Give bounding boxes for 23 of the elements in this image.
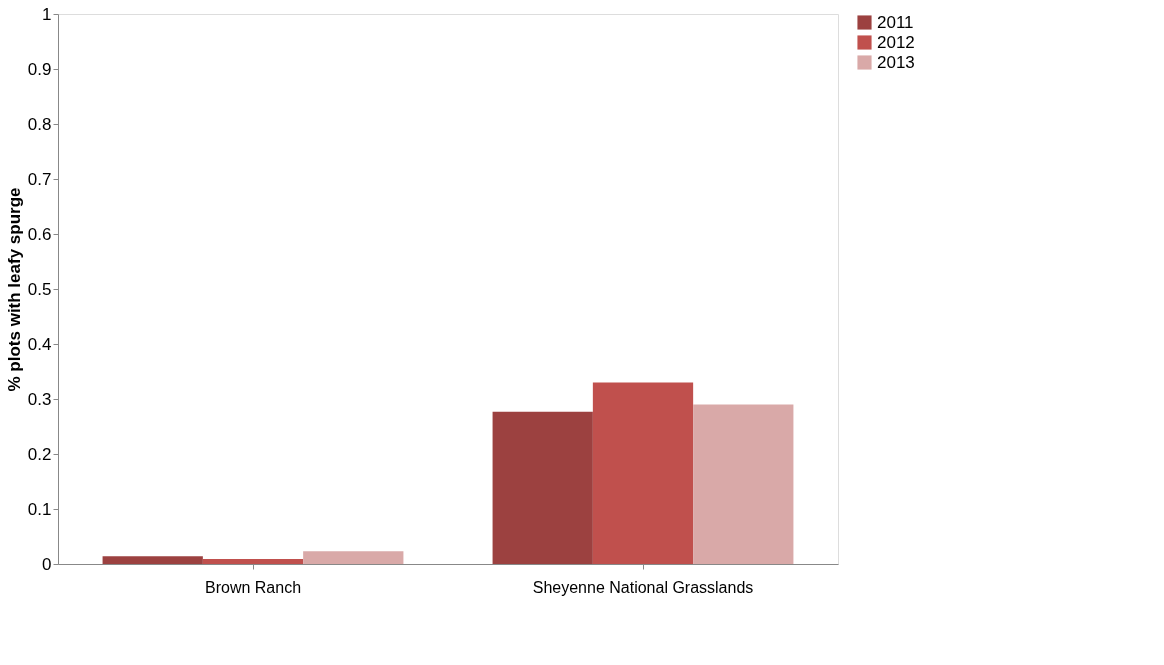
y-tick-label: 1 [42,4,52,24]
legend-label: 2012 [877,32,915,52]
x-tick-label: Sheyenne National Grasslands [532,578,754,596]
y-tick-label: 0.2 [27,444,52,464]
x-tick-label: Brown Ranch [204,578,302,596]
y-tick-label: 0.5 [27,279,52,299]
y-tick-label: 0.6 [27,224,52,244]
y-tick-label: 0.3 [27,389,52,409]
y-tick-label: 0.8 [27,114,52,134]
y-tick-label: 0 [42,554,52,574]
bar [303,551,404,564]
legend-label: 2013 [877,52,915,72]
bar [592,382,694,564]
y-tick-label: 0.4 [27,334,52,354]
y-tick-label: 0.1 [27,499,52,519]
y-tick-label: 0.9 [27,59,52,79]
y-axis-title: % plots with leafy spurge [4,187,24,392]
y-tick-label: 0.7 [27,169,52,189]
legend-label: 2011 [877,12,914,32]
bar [693,404,794,564]
bar [492,411,593,564]
bar [102,556,203,564]
bar [202,559,304,564]
